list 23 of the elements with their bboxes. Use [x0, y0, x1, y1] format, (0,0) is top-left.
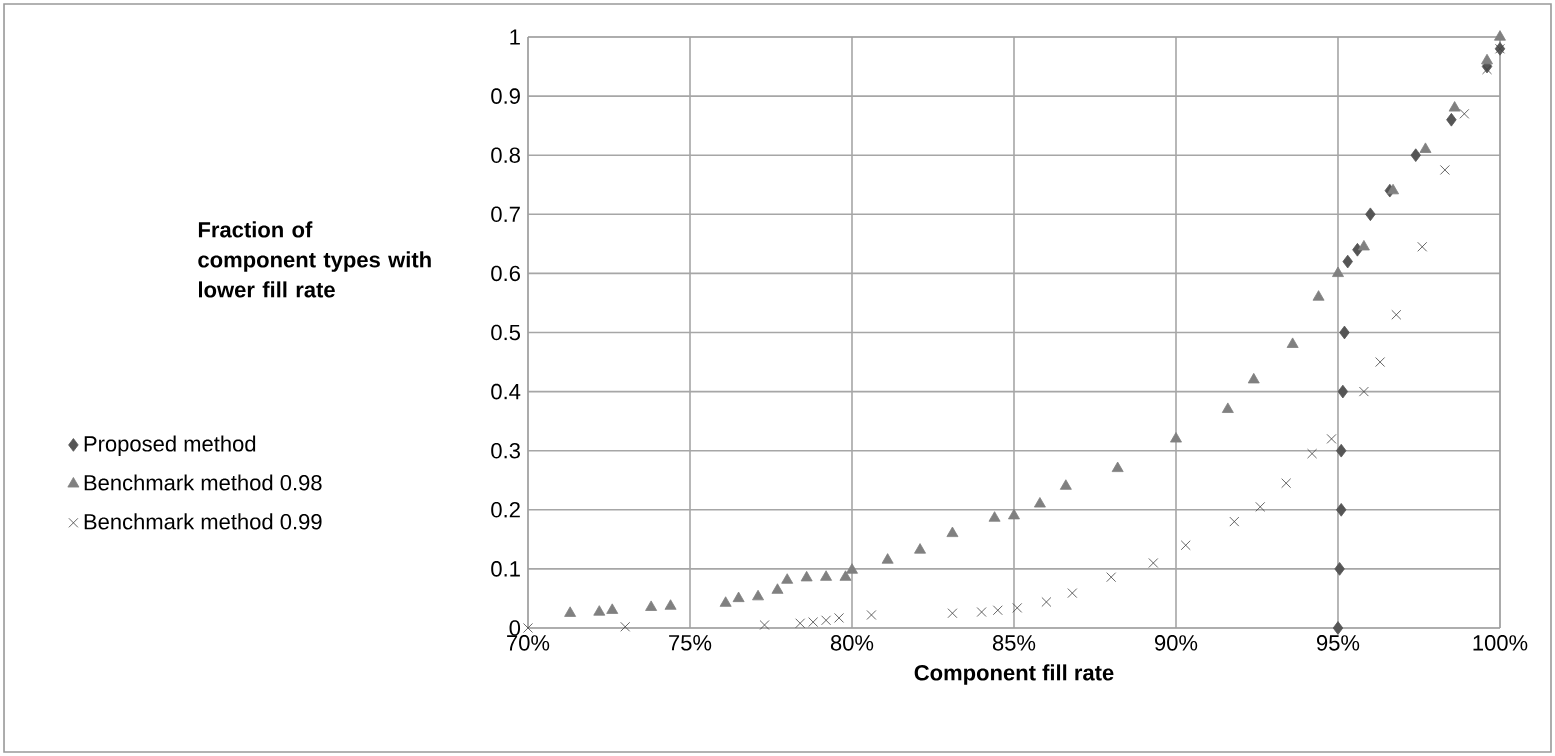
x-axis-title: Component fill rate: [914, 664, 1114, 685]
y-tick-label: 0.6: [491, 265, 520, 282]
x-tick-label: 70%: [507, 635, 550, 651]
y-tick-label: 0: [509, 620, 521, 636]
legend-label: Benchmark method 0.98: [84, 474, 322, 491]
y-tick-label: 0.2: [491, 502, 520, 518]
x-tick-label: 90%: [1155, 635, 1198, 651]
y-tick-label: 0.1: [491, 561, 520, 577]
x-tick-label: 95%: [1317, 635, 1360, 651]
y-tick-label: 0.5: [491, 324, 520, 341]
legend-label: Proposed method: [84, 435, 256, 456]
x-tick-label: 85%: [992, 635, 1036, 651]
y-tick-label: 0.9: [491, 88, 520, 104]
x-tick-label: 80%: [830, 635, 874, 651]
x-tick-label: 100%: [1473, 635, 1528, 651]
y-tick-label: 0.7: [491, 206, 520, 223]
y-tick-label: 1: [510, 29, 520, 45]
legend-label: Benchmark method 0.99: [84, 513, 322, 530]
y-tick-label: 0.4: [491, 383, 521, 400]
y-tick-label: 0.3: [491, 442, 520, 459]
x-tick-label: 75%: [669, 635, 712, 651]
y-axis-title: Fraction of component types with lower fill rate: [198, 221, 431, 298]
y-tick-label: 0.8: [491, 147, 520, 163]
